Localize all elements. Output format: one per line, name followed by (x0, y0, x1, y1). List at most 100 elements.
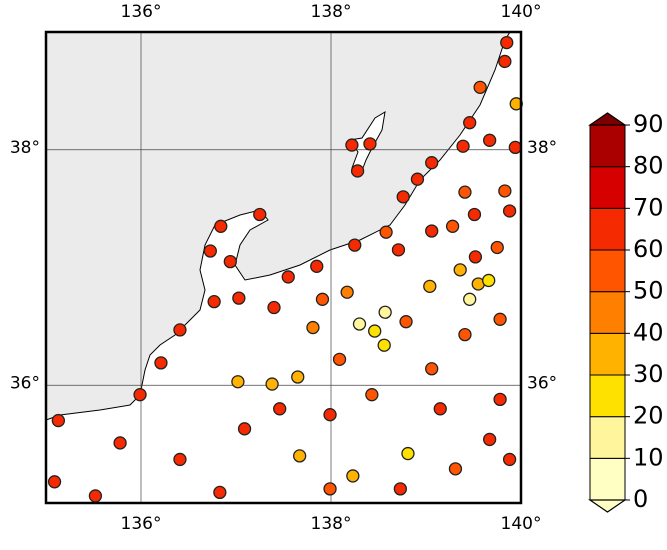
station (365, 388, 379, 402)
colorbar-tick-label: 70 (633, 193, 664, 221)
station (231, 375, 245, 389)
station (350, 164, 365, 178)
x-tick-label: 136° (121, 2, 162, 22)
y-tick-label: 38° (527, 138, 557, 158)
station (377, 338, 391, 352)
station (401, 446, 415, 461)
map-frame (44, 30, 523, 505)
station (88, 489, 103, 503)
y-tick-label: 38° (10, 138, 40, 158)
station (391, 243, 406, 257)
colorbar-bin (589, 374, 626, 418)
colorbar-tick-label: 60 (633, 235, 664, 263)
station (173, 323, 187, 337)
colorbar-bin (589, 124, 626, 168)
station (410, 172, 425, 186)
colorbar-tick-label: 80 (633, 152, 664, 180)
station (498, 54, 512, 69)
station (291, 370, 305, 384)
station (448, 462, 463, 476)
station (214, 219, 228, 233)
station (508, 140, 522, 155)
colorbar-tick-label: 90 (633, 110, 664, 138)
station (493, 312, 507, 326)
station (463, 116, 477, 130)
station (323, 482, 337, 496)
station (425, 362, 439, 376)
colorbar-over (588, 112, 627, 126)
station (393, 482, 408, 496)
station (332, 352, 347, 366)
colorbar-bin (589, 166, 626, 209)
colorbar-bin (589, 249, 626, 293)
colorbar-tick-label: 10 (633, 443, 664, 471)
station (292, 449, 307, 463)
x-tick-label: 140° (501, 514, 542, 534)
station (490, 240, 504, 255)
colorbar-tick-label: 30 (633, 360, 664, 388)
colorbar-bin (589, 332, 626, 376)
colorbar-tick-label: 50 (633, 277, 664, 305)
station (253, 207, 267, 222)
station (433, 402, 447, 416)
station (502, 452, 517, 467)
station (348, 238, 362, 252)
station (345, 138, 359, 152)
colorbar-bin (589, 416, 626, 459)
station (399, 315, 413, 329)
station (306, 320, 320, 335)
station (456, 139, 470, 153)
station (482, 273, 496, 288)
station (458, 185, 472, 199)
station (213, 485, 227, 500)
station (223, 254, 237, 269)
station (281, 270, 295, 284)
x-tick-label: 140° (501, 2, 542, 22)
station (482, 133, 497, 147)
station (379, 225, 393, 239)
colorbar-bin (589, 291, 626, 334)
station (453, 263, 467, 277)
station (473, 80, 487, 94)
station (310, 259, 324, 273)
station (396, 190, 410, 204)
station (265, 377, 279, 391)
x-tick-label: 136° (121, 514, 162, 534)
station (502, 204, 517, 218)
y-tick-label: 36° (10, 373, 40, 393)
station (425, 156, 439, 170)
station (378, 305, 392, 319)
colorbar-bin (589, 457, 626, 501)
station (458, 327, 472, 342)
colorbar-tick-label: 0 (633, 485, 648, 513)
station (468, 250, 483, 264)
station (445, 219, 460, 233)
station (368, 324, 382, 338)
station (133, 388, 147, 402)
station (203, 244, 218, 258)
station (467, 207, 482, 222)
station (47, 475, 62, 489)
station (346, 469, 360, 483)
station (363, 137, 377, 151)
station (500, 35, 514, 50)
station (51, 413, 65, 428)
station (267, 300, 281, 315)
colorbar-under (588, 499, 627, 513)
station (352, 317, 367, 331)
station (498, 184, 512, 198)
colorbar-bin (589, 207, 626, 251)
station (340, 285, 354, 299)
station (207, 294, 221, 309)
station (463, 292, 477, 306)
station (315, 292, 330, 306)
y-tick-label: 36° (527, 373, 557, 393)
colorbar-tick-label: 20 (633, 402, 664, 430)
station (173, 452, 187, 467)
station (493, 392, 507, 407)
station (237, 422, 252, 436)
station (323, 408, 337, 422)
station (425, 224, 439, 238)
